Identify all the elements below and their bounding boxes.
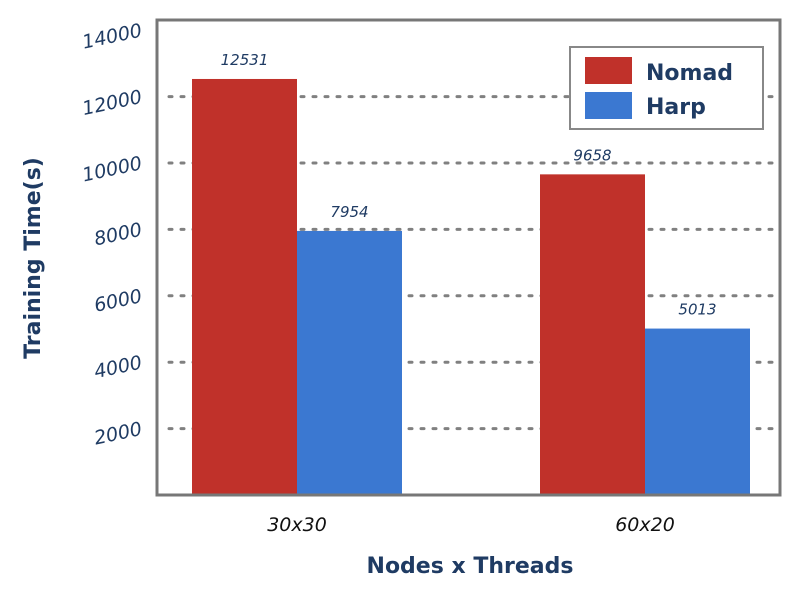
legend-swatch-nomad	[585, 57, 632, 84]
y-tick-label: 8000	[92, 219, 144, 251]
x-axis-title: Nodes x Threads	[367, 554, 574, 579]
bars	[192, 78, 750, 496]
data-labels: 12531 7954 9658 5013	[221, 51, 717, 319]
bar-harp-60x20	[645, 328, 750, 495]
legend-label-harp: Harp	[646, 95, 706, 120]
data-label: 5013	[678, 301, 716, 319]
data-label: 12531	[221, 51, 269, 69]
x-tick-label: 30x30	[267, 514, 327, 536]
y-axis-title: Training Time(s)	[21, 157, 46, 359]
y-tick-label: 4000	[92, 352, 144, 384]
legend: Nomad Harp	[569, 46, 764, 130]
legend-swatch-harp	[585, 92, 632, 119]
bar-nomad-30x30	[192, 78, 297, 496]
y-tick-label: 10000	[80, 152, 144, 186]
y-tick-label: 12000	[80, 86, 144, 120]
data-label: 9658	[573, 146, 611, 164]
bar-nomad-60x20	[540, 174, 645, 495]
y-tick-label: 14000	[80, 20, 144, 54]
y-tick-label: 6000	[92, 285, 144, 317]
legend-label-nomad: Nomad	[646, 61, 733, 86]
x-tick-labels: 30x30 60x20	[267, 514, 675, 536]
x-tick-label: 60x20	[615, 514, 675, 536]
y-tick-labels: 2000 4000 6000 8000 10000 12000 14000	[80, 20, 144, 450]
y-tick-label: 2000	[92, 418, 144, 450]
data-label: 7954	[330, 203, 368, 221]
bar-harp-30x30	[297, 230, 402, 496]
plot-frame	[155, 18, 782, 497]
